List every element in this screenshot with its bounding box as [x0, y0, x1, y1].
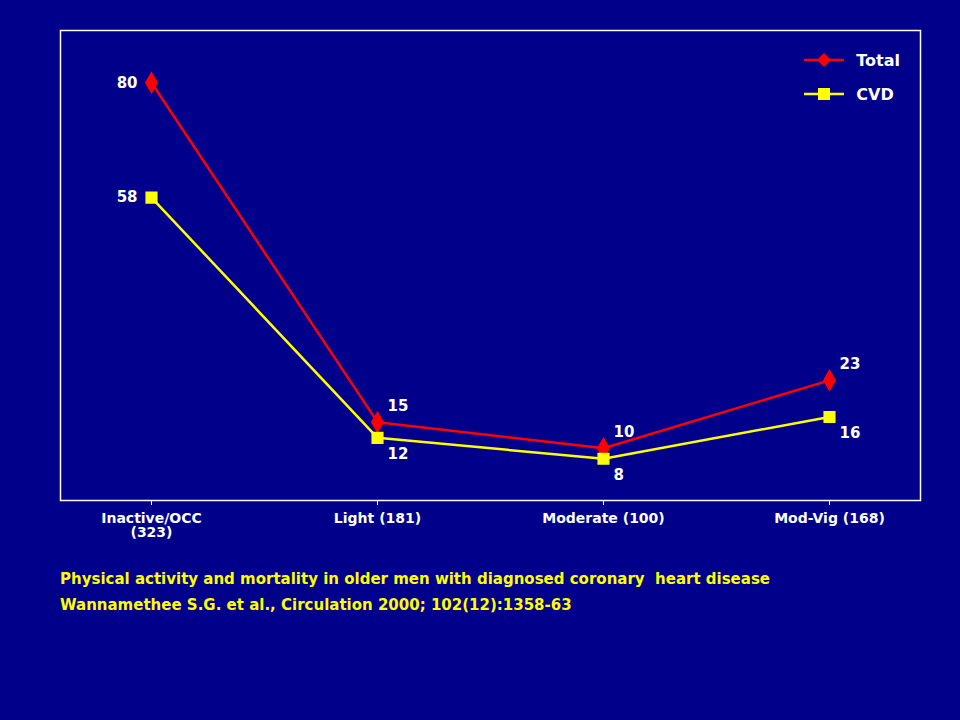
- html-text:CVD: CVD: [856, 84, 894, 104]
- html-text:Physical activity and mortalit: Physical activity and mortality in older…: [60, 570, 770, 588]
- html-text:Wannamethee S.G. et al., Circu: Wannamethee S.G. et al., Circulation 200…: [60, 596, 572, 614]
- svg-text:16: 16: [840, 424, 861, 442]
- svg-text:10: 10: [614, 423, 635, 441]
- svg-text:23: 23: [840, 355, 861, 373]
- svg-text:8: 8: [614, 466, 624, 484]
- svg-text:15: 15: [388, 397, 409, 415]
- svg-text:Mod-Vig (168): Mod-Vig (168): [774, 510, 885, 526]
- svg-text:Inactive/OCC(323): Inactive/OCC(323): [101, 510, 202, 540]
- svg-text:58: 58: [117, 188, 138, 206]
- svg-text:80: 80: [117, 74, 138, 92]
- html-text:Total: Total: [856, 50, 900, 70]
- svg-text:12: 12: [388, 445, 409, 463]
- svg-text:Moderate (100): Moderate (100): [542, 510, 665, 526]
- svg-text:Light (181): Light (181): [334, 510, 421, 526]
